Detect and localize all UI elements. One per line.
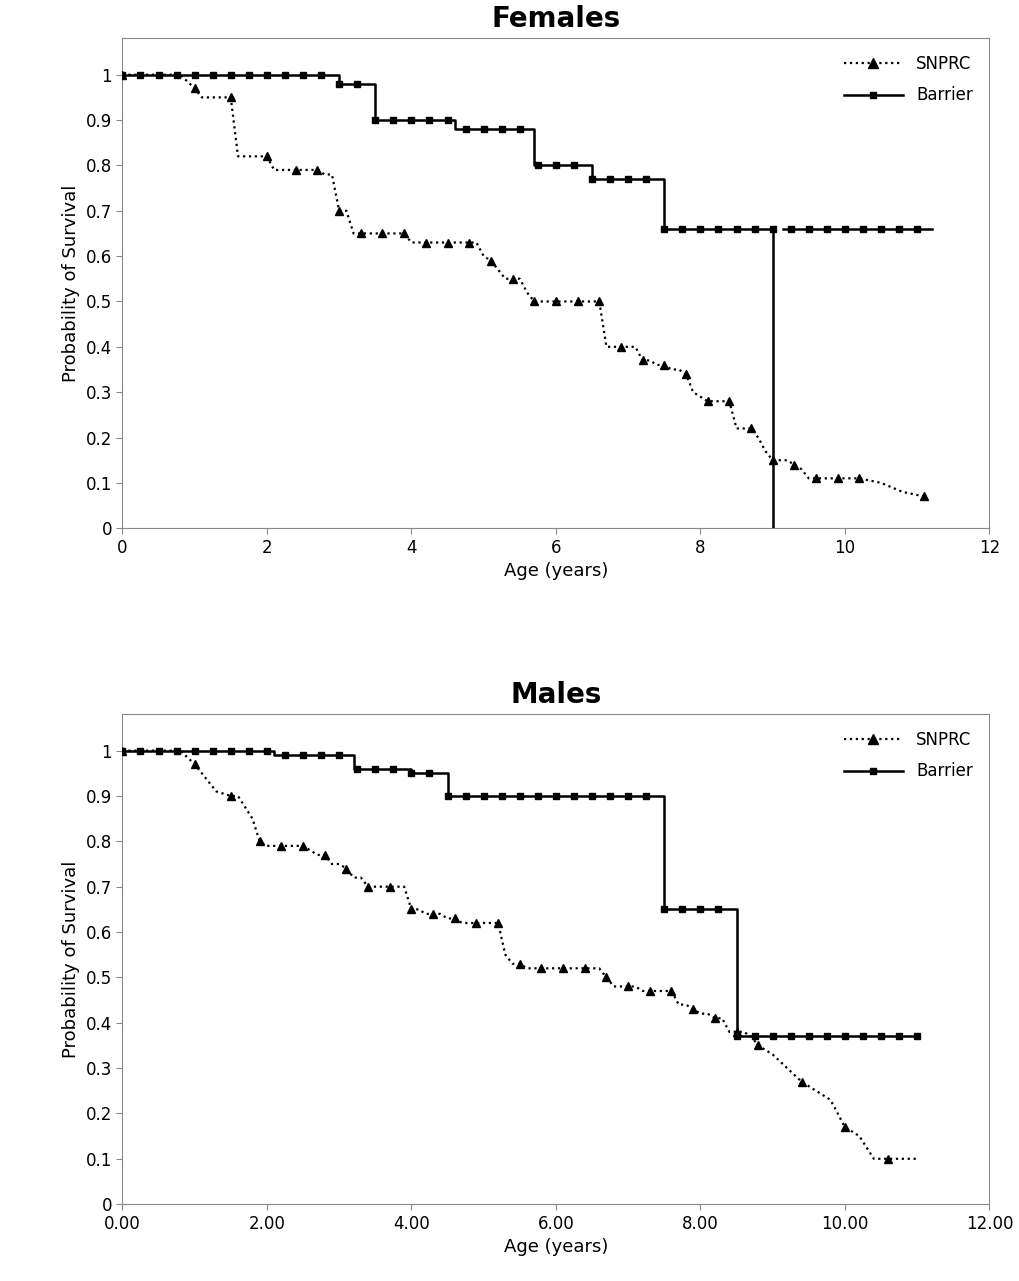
Y-axis label: Probability of Survival: Probability of Survival <box>62 184 79 382</box>
X-axis label: Age (years): Age (years) <box>503 1239 607 1257</box>
Title: Males: Males <box>510 681 601 710</box>
Legend: SNPRC, Barrier: SNPRC, Barrier <box>836 722 980 789</box>
Y-axis label: Probability of Survival: Probability of Survival <box>62 861 79 1058</box>
X-axis label: Age (years): Age (years) <box>503 562 607 580</box>
Title: Females: Females <box>491 5 620 33</box>
Legend: SNPRC, Barrier: SNPRC, Barrier <box>836 47 980 113</box>
